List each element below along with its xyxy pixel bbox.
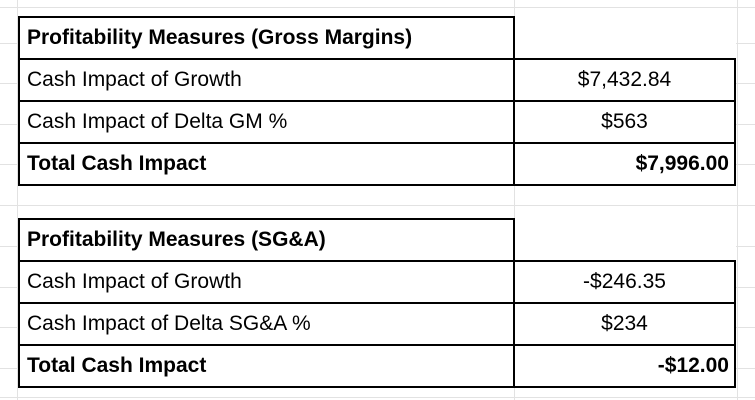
total-value-cell[interactable]: $7,996.00 (635, 152, 729, 175)
row-label-cell[interactable]: Cash Impact of Growth (20, 60, 515, 100)
table-title-cell-gross-margins[interactable]: Profitability Measures (Gross Margins) (18, 16, 515, 58)
table-title-cell-sga[interactable]: Profitability Measures (SG&A) (18, 218, 515, 260)
row-value-cell[interactable]: $563 (601, 110, 648, 133)
gridline (514, 0, 515, 400)
total-label-cell[interactable]: Total Cash Impact (20, 144, 515, 184)
row-value-cell[interactable]: $7,432.84 (577, 68, 672, 91)
gridline (0, 205, 755, 206)
gridline (17, 0, 18, 400)
table-header-row: Profitability Measures (Gross Margins) (18, 16, 736, 58)
total-label-cell[interactable]: Total Cash Impact (20, 346, 515, 386)
gridline (0, 397, 755, 398)
table-row: Cash Impact of Delta GM % $563 (18, 100, 736, 142)
table-gross-margins: Profitability Measures (Gross Margins) C… (18, 16, 736, 186)
table-row: Cash Impact of Delta SG&A % $234 (18, 302, 736, 344)
row-value-cell[interactable]: -$246.35 (583, 270, 666, 293)
total-value-cell[interactable]: -$12.00 (657, 354, 729, 377)
table-row: Cash Impact of Growth -$246.35 (18, 260, 736, 302)
row-value-cell[interactable]: $234 (601, 312, 648, 335)
empty-header-cell[interactable] (515, 218, 736, 260)
table-header-row: Profitability Measures (SG&A) (18, 218, 736, 260)
gridline (0, 7, 755, 8)
row-label-cell[interactable]: Cash Impact of Growth (20, 262, 515, 302)
gridline (737, 0, 738, 400)
table-total-row: Total Cash Impact -$12.00 (18, 344, 736, 388)
empty-header-cell[interactable] (515, 16, 736, 58)
row-label-cell[interactable]: Cash Impact of Delta SG&A % (20, 304, 515, 344)
table-row: Cash Impact of Growth $7,432.84 (18, 58, 736, 100)
table-total-row: Total Cash Impact $7,996.00 (18, 142, 736, 186)
table-sga: Profitability Measures (SG&A) Cash Impac… (18, 218, 736, 388)
row-label-cell[interactable]: Cash Impact of Delta GM % (20, 102, 515, 142)
